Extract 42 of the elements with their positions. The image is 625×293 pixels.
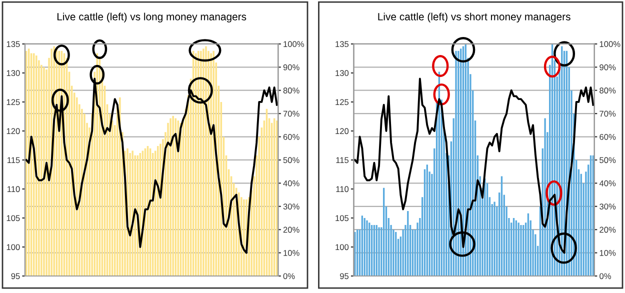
y2-tick-label: 10% [600,250,616,256]
y2-tick-label: 60% [283,134,300,140]
y2-tick-label: 0% [600,273,611,280]
y2-tick-label: 90% [283,64,300,70]
y-tick-label: 110 [336,186,349,192]
y-tick-label: 120 [336,128,349,134]
y2-tick-label: 30% [283,204,300,210]
y-tick-label: 95 [340,273,349,280]
y2-tick-label: 70% [600,110,616,117]
y2-tick-label: 50% [283,157,300,164]
y2-tick-label: 90% [600,64,616,70]
y2-tick-label: 30% [600,204,616,210]
y2-tick-label: 50% [600,157,616,164]
y2-tick-label: 40% [283,180,300,186]
y2-tick-label: 80% [283,88,300,94]
y-tick-label: 135 [336,41,349,48]
y-tick-label: 135 [6,41,20,48]
y2-tick-label: 80% [600,88,616,94]
y-tick-label: 130 [336,70,349,76]
y-tick-label: 125 [336,99,349,106]
y2-tick-label: 20% [283,226,300,233]
y2-tick-label: 0% [283,273,295,280]
chart-title: Live cattle (left) vs short money managers [378,12,570,22]
y2-tick-label: 20% [600,226,616,233]
y-tick-label: 130 [6,70,20,76]
y-tick-label: 105 [6,215,20,222]
y2-tick-label: 70% [283,110,300,117]
chart-title: Live cattle (left) vs long money managers [57,12,246,22]
y2-tick-label: 100% [284,41,304,48]
y-tick-label: 120 [6,128,20,134]
y2-tick-label: 60% [600,134,616,140]
y-tick-label: 125 [6,99,20,106]
y-tick-label: 110 [7,186,20,192]
y2-tick-label: 40% [599,180,616,186]
y-tick-label: 100 [6,244,20,250]
y-tick-label: 115 [7,157,20,164]
y2-tick-label: 10% [284,250,300,256]
y-tick-label: 115 [336,157,349,164]
y2-tick-label: 100% [600,41,620,48]
y-tick-label: 100 [336,244,349,250]
y-tick-label: 105 [336,215,349,222]
y-tick-label: 95 [11,273,20,280]
